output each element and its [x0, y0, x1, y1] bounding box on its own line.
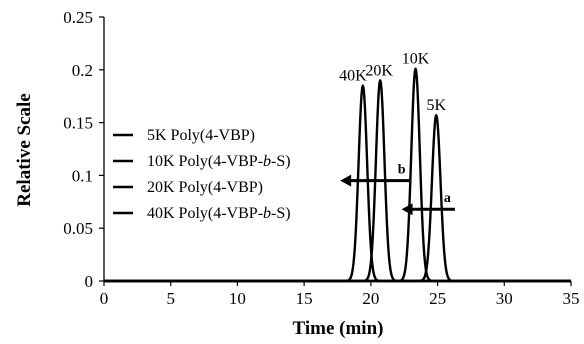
axes: 0 5 10 15 20 25 30 35 0 0.05 0.1 0.15 0.2 0.25	[63, 8, 579, 308]
x-tick-label: 25	[429, 289, 446, 308]
y-tick-label: 0.15	[63, 114, 93, 133]
x-axis-title: Time (min)	[293, 318, 384, 339]
y-tick-label: 0.05	[63, 219, 93, 238]
y-axis-title: Relative Scale	[14, 93, 35, 206]
x-tick-label: 30	[496, 289, 513, 308]
x-tick-label: 35	[563, 289, 580, 308]
y-tick-label: 0.25	[63, 8, 93, 27]
x-tick-label: 20	[362, 289, 379, 308]
legend-entry: 5K Poly(4-VBP)	[147, 127, 255, 144]
x-tick-label: 0	[100, 289, 109, 308]
y-tick-label: 0.2	[72, 61, 93, 80]
annotation-label: a	[444, 191, 451, 206]
legend-entry: 10K Poly(4-VBP-b-S)	[147, 153, 291, 170]
legend: 5K Poly(4-VBP) 10K Poly(4-VBP-b-S) 20K Pol…	[113, 127, 291, 222]
series-line	[103, 67, 572, 283]
annotation-label: b	[398, 163, 406, 178]
peak-label: 10K	[402, 51, 430, 68]
peak-label: 5K	[426, 97, 446, 114]
peak-label: 40K	[339, 68, 367, 85]
series-line	[103, 84, 572, 283]
x-tick-label: 15	[296, 289, 313, 308]
legend-entry: 20K Poly(4-VBP)	[147, 179, 263, 196]
legend-entry: 40K Poly(4-VBP-b-S)	[147, 205, 291, 222]
y-tick-label: 0	[85, 272, 94, 291]
y-tick-label: 0.1	[72, 166, 93, 185]
annotations: ab	[340, 163, 455, 216]
peak-label: 20K	[365, 62, 393, 79]
x-tick-label: 5	[166, 289, 175, 308]
arrow-head	[340, 174, 352, 187]
arrow-head	[401, 203, 413, 216]
x-tick-label: 10	[229, 289, 246, 308]
